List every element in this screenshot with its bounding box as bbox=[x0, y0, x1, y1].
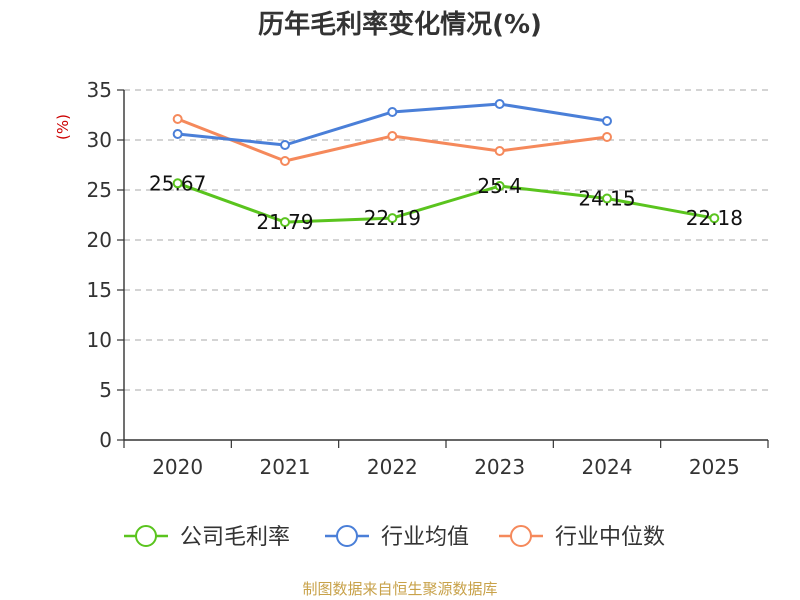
x-tick-label: 2021 bbox=[260, 455, 311, 479]
data-point bbox=[280, 217, 290, 228]
data-point bbox=[387, 131, 398, 141]
legend: 公司毛利率 行业均值 行业中位数 bbox=[124, 525, 665, 550]
y-tick-label: 35 bbox=[87, 78, 112, 102]
x-tick-label: 2023 bbox=[474, 455, 525, 479]
y-tick-label: 15 bbox=[87, 278, 112, 302]
data-point bbox=[172, 114, 183, 124]
data-point bbox=[602, 132, 612, 142]
data-point bbox=[387, 213, 398, 224]
data-point bbox=[280, 140, 290, 150]
data-point bbox=[602, 193, 612, 204]
legend-label: 行业中位数 bbox=[555, 525, 665, 550]
data-point bbox=[494, 181, 505, 191]
data-point bbox=[387, 107, 398, 117]
source-note: 制图数据来自恒生聚源数据库 bbox=[302, 580, 498, 598]
data-label: 25.4 bbox=[477, 174, 522, 198]
data-point bbox=[494, 99, 505, 109]
data-labels: 25.67 21.79 22.19 25.4 24.15 22.18 bbox=[149, 171, 743, 234]
legend-label: 行业均值 bbox=[381, 525, 469, 550]
series-line bbox=[177, 181, 715, 224]
data-point bbox=[280, 156, 290, 166]
x-tick-label: 2024 bbox=[582, 455, 633, 479]
legend-marker bbox=[510, 525, 532, 547]
y-tick-label: 0 bbox=[99, 428, 112, 452]
x-tick-label: 2025 bbox=[689, 455, 740, 479]
data-point bbox=[709, 213, 720, 224]
data-label: 22.18 bbox=[686, 206, 743, 230]
data-point bbox=[494, 146, 505, 156]
y-axis-unit-label: (%) bbox=[54, 114, 72, 140]
data-point bbox=[172, 129, 183, 139]
series-layer bbox=[172, 99, 720, 228]
data-point bbox=[172, 178, 183, 189]
y-tick-label: 30 bbox=[87, 128, 112, 152]
x-tick-label: 2020 bbox=[152, 455, 203, 479]
legend-marker bbox=[336, 525, 358, 547]
grid-lines bbox=[124, 89, 768, 391]
data-label: 21.79 bbox=[256, 210, 313, 234]
data-label: 25.67 bbox=[149, 171, 206, 195]
data-point bbox=[602, 116, 612, 126]
data-label: 22.19 bbox=[364, 206, 421, 230]
y-tick-label: 5 bbox=[99, 378, 112, 402]
legend-marker bbox=[135, 525, 157, 547]
y-tick-label: 20 bbox=[87, 228, 112, 252]
chart-title: 历年毛利率变化情况(%) bbox=[258, 10, 542, 40]
y-tick-label: 25 bbox=[87, 178, 112, 202]
y-tick-label: 10 bbox=[87, 328, 112, 352]
x-tick-label: 2022 bbox=[367, 455, 418, 479]
data-label: 24.15 bbox=[578, 187, 635, 211]
legend-label: 公司毛利率 bbox=[180, 525, 290, 550]
